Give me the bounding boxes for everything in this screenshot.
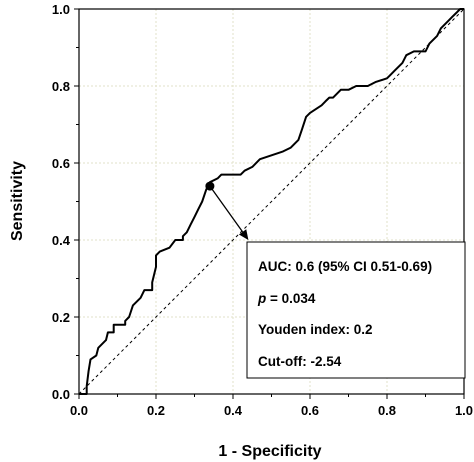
x-tick-label: 0.6 xyxy=(301,403,319,418)
x-tick-label: 1.0 xyxy=(455,403,473,418)
annotation-arrow xyxy=(209,185,244,233)
x-tick-marks xyxy=(78,394,465,399)
y-tick-label: 0.6 xyxy=(52,156,70,171)
roc-curve xyxy=(79,8,464,395)
x-tick-label: 0.0 xyxy=(70,403,88,418)
y-tick-label: 0.2 xyxy=(52,310,70,325)
annotation-p-value: p = 0.034 xyxy=(257,291,316,306)
y-tick-label: 1.0 xyxy=(52,2,70,17)
y-tick-label: 0.4 xyxy=(52,233,71,248)
annotation-auc: AUC: 0.6 (95% CI 0.51-0.69) xyxy=(258,259,432,274)
x-tick-labels: 0.0 0.2 0.4 0.6 0.8 1.0 xyxy=(70,403,473,418)
x-tick-label: 0.8 xyxy=(378,403,396,418)
annotation-box: AUC: 0.6 (95% CI 0.51-0.69) p = 0.034 Yo… xyxy=(246,241,466,379)
y-tick-marks xyxy=(74,8,79,395)
x-tick-label: 0.2 xyxy=(147,403,165,418)
y-tick-label: 0.8 xyxy=(52,79,70,94)
y-axis-title: Sensitivity xyxy=(9,161,26,241)
y-tick-label: 0.0 xyxy=(52,387,70,402)
x-tick-label: 0.4 xyxy=(224,403,243,418)
annotation-cutoff: Cut-off: -2.54 xyxy=(258,354,342,369)
annotation-youden: Youden index: 0.2 xyxy=(258,322,373,337)
x-axis-title: 1 - Specificity xyxy=(218,443,321,460)
reference-diagonal-line xyxy=(78,8,465,395)
annotation-arrowhead xyxy=(238,229,249,240)
y-tick-labels: 0.0 0.2 0.4 0.6 0.8 1.0 xyxy=(52,2,71,402)
